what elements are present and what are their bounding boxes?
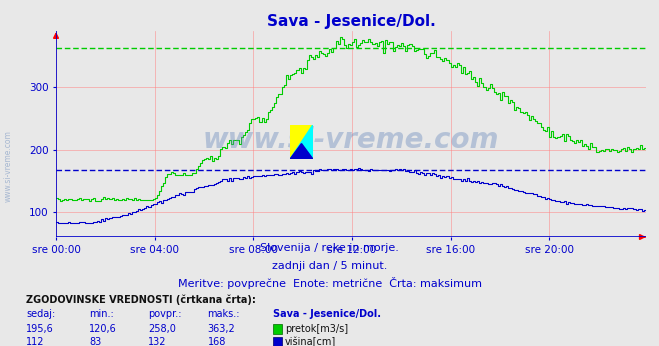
Text: Sava - Jesenice/Dol.: Sava - Jesenice/Dol. — [273, 309, 382, 319]
Text: zadnji dan / 5 minut.: zadnji dan / 5 minut. — [272, 261, 387, 271]
Text: povpr.:: povpr.: — [148, 309, 182, 319]
Text: pretok[m3/s]: pretok[m3/s] — [285, 324, 348, 334]
Text: 195,6: 195,6 — [26, 324, 54, 334]
Text: www.si-vreme.com: www.si-vreme.com — [3, 130, 13, 202]
Polygon shape — [290, 144, 313, 159]
Text: 83: 83 — [89, 337, 101, 346]
Text: maks.:: maks.: — [208, 309, 240, 319]
Text: 120,6: 120,6 — [89, 324, 117, 334]
Text: sedaj:: sedaj: — [26, 309, 55, 319]
Text: 168: 168 — [208, 337, 226, 346]
Text: 112: 112 — [26, 337, 45, 346]
Polygon shape — [290, 125, 313, 159]
Text: min.:: min.: — [89, 309, 114, 319]
Text: 363,2: 363,2 — [208, 324, 235, 334]
Text: 132: 132 — [148, 337, 167, 346]
Text: višina[cm]: višina[cm] — [285, 337, 336, 346]
Text: www.si-vreme.com: www.si-vreme.com — [203, 126, 499, 154]
Polygon shape — [290, 125, 313, 159]
Text: 258,0: 258,0 — [148, 324, 176, 334]
Text: Slovenija / reke in morje.: Slovenija / reke in morje. — [260, 243, 399, 253]
Text: Meritve: povprečne  Enote: metrične  Črta: maksimum: Meritve: povprečne Enote: metrične Črta:… — [177, 277, 482, 289]
Text: ZGODOVINSKE VREDNOSTI (črtkana črta):: ZGODOVINSKE VREDNOSTI (črtkana črta): — [26, 294, 256, 305]
Title: Sava - Jesenice/Dol.: Sava - Jesenice/Dol. — [266, 13, 436, 29]
